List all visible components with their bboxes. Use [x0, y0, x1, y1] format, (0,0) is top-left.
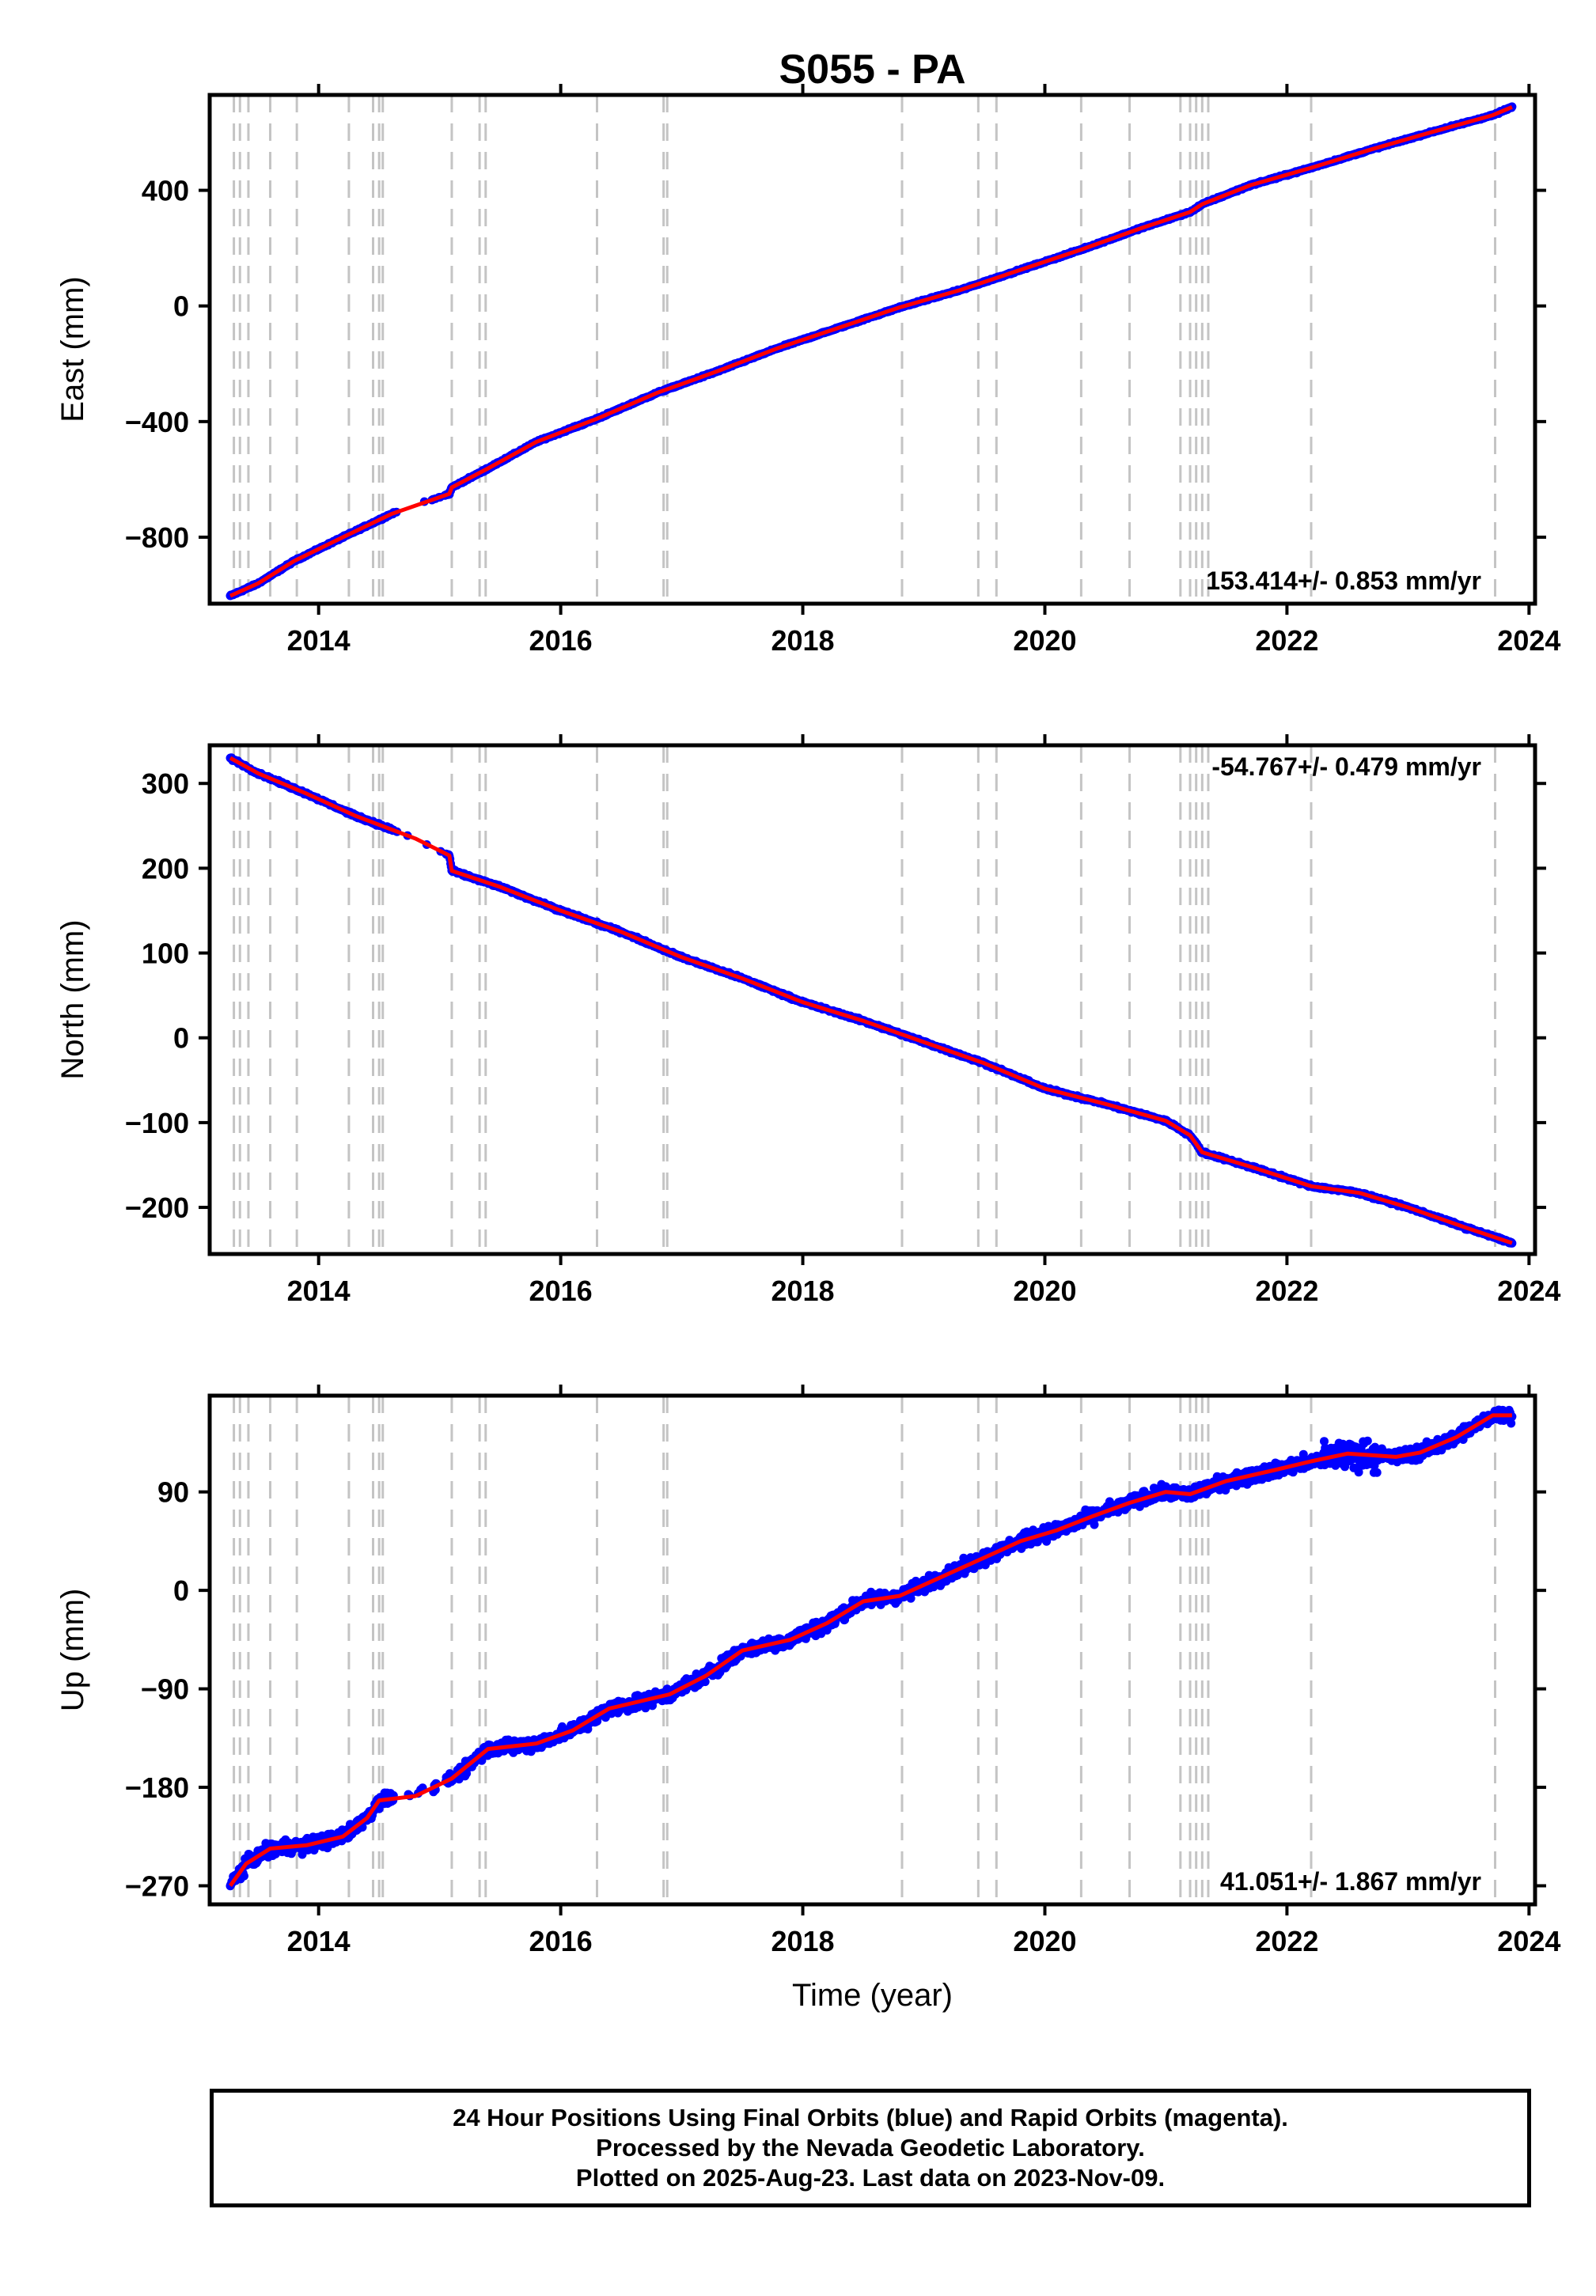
x-tick-label: 2024 — [1497, 624, 1560, 657]
x-tick-label: 2014 — [287, 624, 351, 657]
y-axis-label: East (mm) — [55, 276, 90, 422]
data-points — [226, 1405, 1517, 1891]
y-tick-label: 400 — [142, 175, 189, 207]
y-tick-label: −100 — [125, 1107, 189, 1139]
trend-line — [229, 104, 1513, 598]
y-tick-label: −800 — [125, 521, 189, 554]
x-tick-label: 2022 — [1255, 624, 1318, 657]
x-tick-label: 2024 — [1497, 1275, 1560, 1307]
x-tick-label: 2018 — [771, 1275, 834, 1307]
data-points — [226, 102, 1517, 601]
rate-annotation: -54.767+/- 0.479 mm/yr — [1211, 752, 1481, 781]
y-tick-label: −400 — [125, 406, 189, 438]
x-tick-label: 2016 — [529, 624, 593, 657]
chart-title: S055 - PA — [779, 47, 965, 93]
event-lines — [233, 745, 1497, 1254]
trend-group — [229, 756, 1513, 1245]
y-tick-label: 100 — [142, 938, 189, 970]
trend-group — [229, 104, 1513, 598]
x-tick-label: 2022 — [1255, 1275, 1318, 1307]
x-tick-label: 2020 — [1013, 1275, 1076, 1307]
rate-annotation: 153.414+/- 0.853 mm/yr — [1206, 566, 1481, 595]
x-tick-label: 2014 — [287, 1275, 351, 1307]
y-tick-label: 0 — [173, 290, 189, 323]
y-tick-label: 200 — [142, 852, 189, 885]
x-tick-label: 2016 — [529, 1275, 593, 1307]
x-tick-label: 2020 — [1013, 624, 1076, 657]
panel-1: 400 0 −400 −800 2014 2016 2018 2020 2022 2024 East… — [55, 47, 1560, 657]
data-point — [240, 1871, 248, 1881]
y-axis-label: North (mm) — [55, 919, 90, 1079]
trend-line — [229, 756, 1513, 1245]
plot-frame — [207, 93, 1537, 606]
plot-frame — [207, 743, 1537, 1256]
x-tick-label: 2018 — [771, 624, 834, 657]
y-tick-label: 0 — [173, 1022, 189, 1055]
panel-2: 300 200 100 0 −100 −200 2014 2016 2018 2020 2022 20… — [55, 734, 1560, 1307]
y-tick-label: 300 — [142, 767, 189, 800]
y-tick-label: −200 — [125, 1192, 189, 1224]
data-points — [226, 753, 1517, 1248]
